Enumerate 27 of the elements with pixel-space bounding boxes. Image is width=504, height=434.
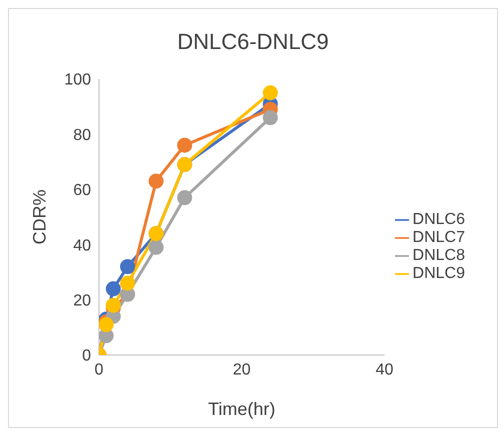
point (148, 174, 164, 189)
legend-label: DNLC6 (412, 211, 465, 228)
y-tick-label: 0 (82, 348, 92, 365)
y-tick-label: 100 (64, 72, 92, 89)
point (106, 298, 121, 313)
point (99, 317, 114, 332)
legend-label: DNLC9 (412, 265, 465, 282)
point (120, 276, 136, 291)
point (262, 85, 278, 100)
y-tick-label: 20 (73, 292, 92, 310)
point (148, 240, 164, 255)
y-tick-label: 60 (73, 182, 92, 200)
x-axis-title: Time(hr) (208, 399, 276, 419)
y-axis-title: CDR% (29, 189, 50, 245)
point (177, 138, 192, 153)
point (262, 110, 278, 126)
x-tick-label: 20 (232, 361, 251, 378)
y-tick-label: 40 (73, 237, 92, 254)
point (120, 259, 136, 274)
y-tick-label: 80 (73, 126, 92, 144)
x-tick-label: 0 (94, 361, 104, 378)
x-tick-label: 40 (376, 361, 394, 378)
legend-label: DNLC7 (412, 229, 465, 246)
point (106, 281, 121, 296)
legend-label: DNLC8 (412, 247, 465, 264)
chart-title: DNLC6-DNLC9 (176, 28, 330, 56)
point (177, 190, 192, 206)
